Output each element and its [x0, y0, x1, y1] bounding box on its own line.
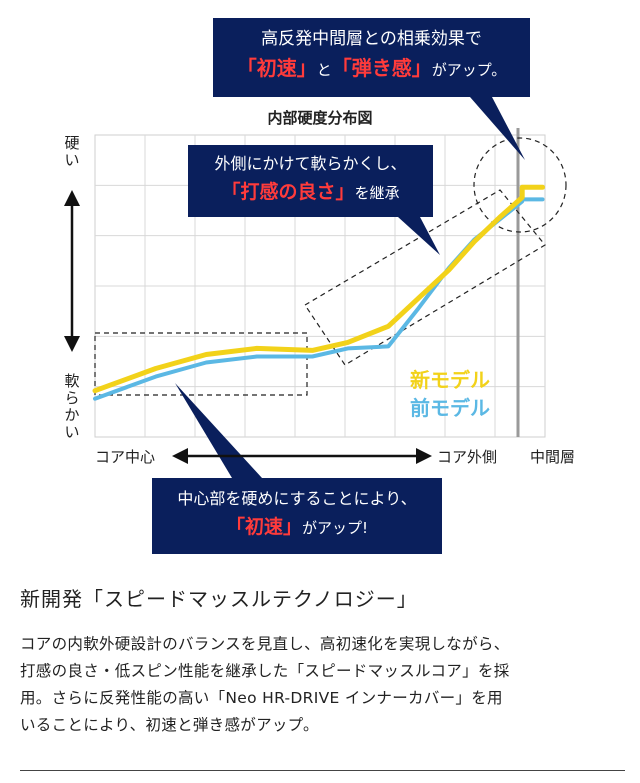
callout-middle-line1: 外側にかけて軟らかくし、 — [214, 154, 407, 173]
callout-middle: 外側にかけて軟らかくし、 「打感の良さ」を継承 — [188, 145, 433, 217]
y-axis-arrow-up — [64, 190, 80, 206]
x-axis-arrow-left — [172, 448, 188, 464]
callout-top-tail: がアップ。 — [431, 61, 507, 79]
axis-char: か — [64, 406, 79, 424]
x-axis-core-outer-label: コア外側 — [437, 448, 497, 466]
series-line-new-model — [92, 184, 545, 394]
outer-highlight-box — [304, 189, 546, 366]
callout-middle-line2: 「打感の良さ」を継承 — [188, 177, 433, 208]
y-axis-top-label: 硬い — [64, 134, 79, 169]
callout-bottom-line2: 「初速」がアップ! — [152, 512, 442, 543]
callout-bottom: 中心部を硬めにすることにより、 「初速」がアップ! — [152, 478, 442, 554]
hardness-chart: 内部硬度分布図 硬い軟らかいコア中心 コア外側 中間層 新モデル 前モデル — [64, 97, 575, 478]
body-line-3: 用。さらに反発性能の高い「Neo HR-DRIVE インナーカバー」を用 — [20, 689, 503, 707]
series-lines — [92, 184, 545, 401]
callout-bottom-red1: 「初速」 — [225, 516, 302, 538]
body-line-1: コアの内軟外硬設計のバランスを見直し、高初速化を実現しながら、 — [20, 635, 510, 653]
series-line-old-model — [93, 197, 545, 401]
callout-top-pointer — [470, 97, 525, 160]
callout-bottom-line1: 中心部を硬めにすることにより、 — [177, 489, 417, 508]
callout-middle-red1: 「打感の良さ」 — [221, 181, 355, 203]
bottom-divider — [20, 770, 625, 771]
callout-middle-pointer — [398, 217, 440, 255]
callout-top-line1: 高反発中間層との相乗効果で — [261, 29, 482, 49]
chart-title: 内部硬度分布図 — [267, 109, 372, 127]
axis-char: い — [64, 423, 79, 441]
y-axis-arrow-down — [64, 336, 80, 352]
callout-bottom-tail: がアップ! — [302, 519, 369, 537]
legend-new-model: 新モデル — [410, 368, 490, 392]
x-axis-right-label: 中間層 — [530, 448, 575, 466]
legend-old-model: 前モデル — [410, 396, 490, 420]
center-highlight-box — [94, 332, 308, 396]
body-line-4: いることにより、初速と弾き感がアップ。 — [20, 716, 319, 734]
callout-top-mid: と — [316, 61, 332, 79]
axis-char: ら — [64, 389, 79, 407]
callout-top-red2: 「弾き感」 — [331, 56, 432, 80]
callout-middle-tail: を継承 — [354, 184, 400, 202]
axis-char: 硬 — [64, 134, 79, 152]
callout-bottom-pointer — [175, 383, 262, 478]
grid — [94, 128, 546, 438]
section-body: コアの内軟外硬設計のバランスを見直し、高初速化を実現しながら、 打感の良さ・低ス… — [20, 631, 625, 739]
x-axis-left-label: コア中心 — [95, 448, 155, 466]
callout-top: 高反発中間層との相乗効果で 「初速」と「弾き感」がアップ。 — [213, 18, 530, 97]
annotations — [94, 97, 567, 478]
axis-char: 軟 — [64, 372, 79, 390]
callout-top-red1: 「初速」 — [236, 56, 317, 80]
callout-top-line2: 「初速」と「弾き感」がアップ。 — [213, 52, 530, 86]
mid-layer-highlight-circle — [473, 137, 567, 233]
body-line-2: 打感の良さ・低スピン性能を継承した「スピードマッスルコア」を採 — [20, 662, 510, 680]
axis-char: い — [64, 151, 79, 169]
x-axis-arrow-right — [416, 448, 432, 464]
section-title: 新開発「スピードマッスルテクノロジー」 — [20, 587, 418, 611]
